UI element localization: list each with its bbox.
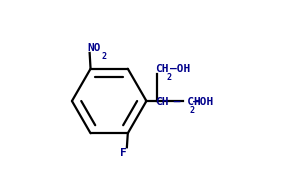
Text: 2: 2: [167, 73, 172, 82]
Text: 2: 2: [190, 106, 195, 115]
Text: 2: 2: [102, 52, 107, 61]
Text: CH: CH: [155, 64, 168, 74]
Text: — CH: — CH: [167, 97, 201, 107]
Text: F: F: [120, 148, 127, 158]
Text: CH: CH: [155, 97, 168, 107]
Text: NO: NO: [88, 43, 101, 53]
Text: —OH: —OH: [193, 97, 213, 107]
Text: —OH: —OH: [170, 64, 190, 74]
